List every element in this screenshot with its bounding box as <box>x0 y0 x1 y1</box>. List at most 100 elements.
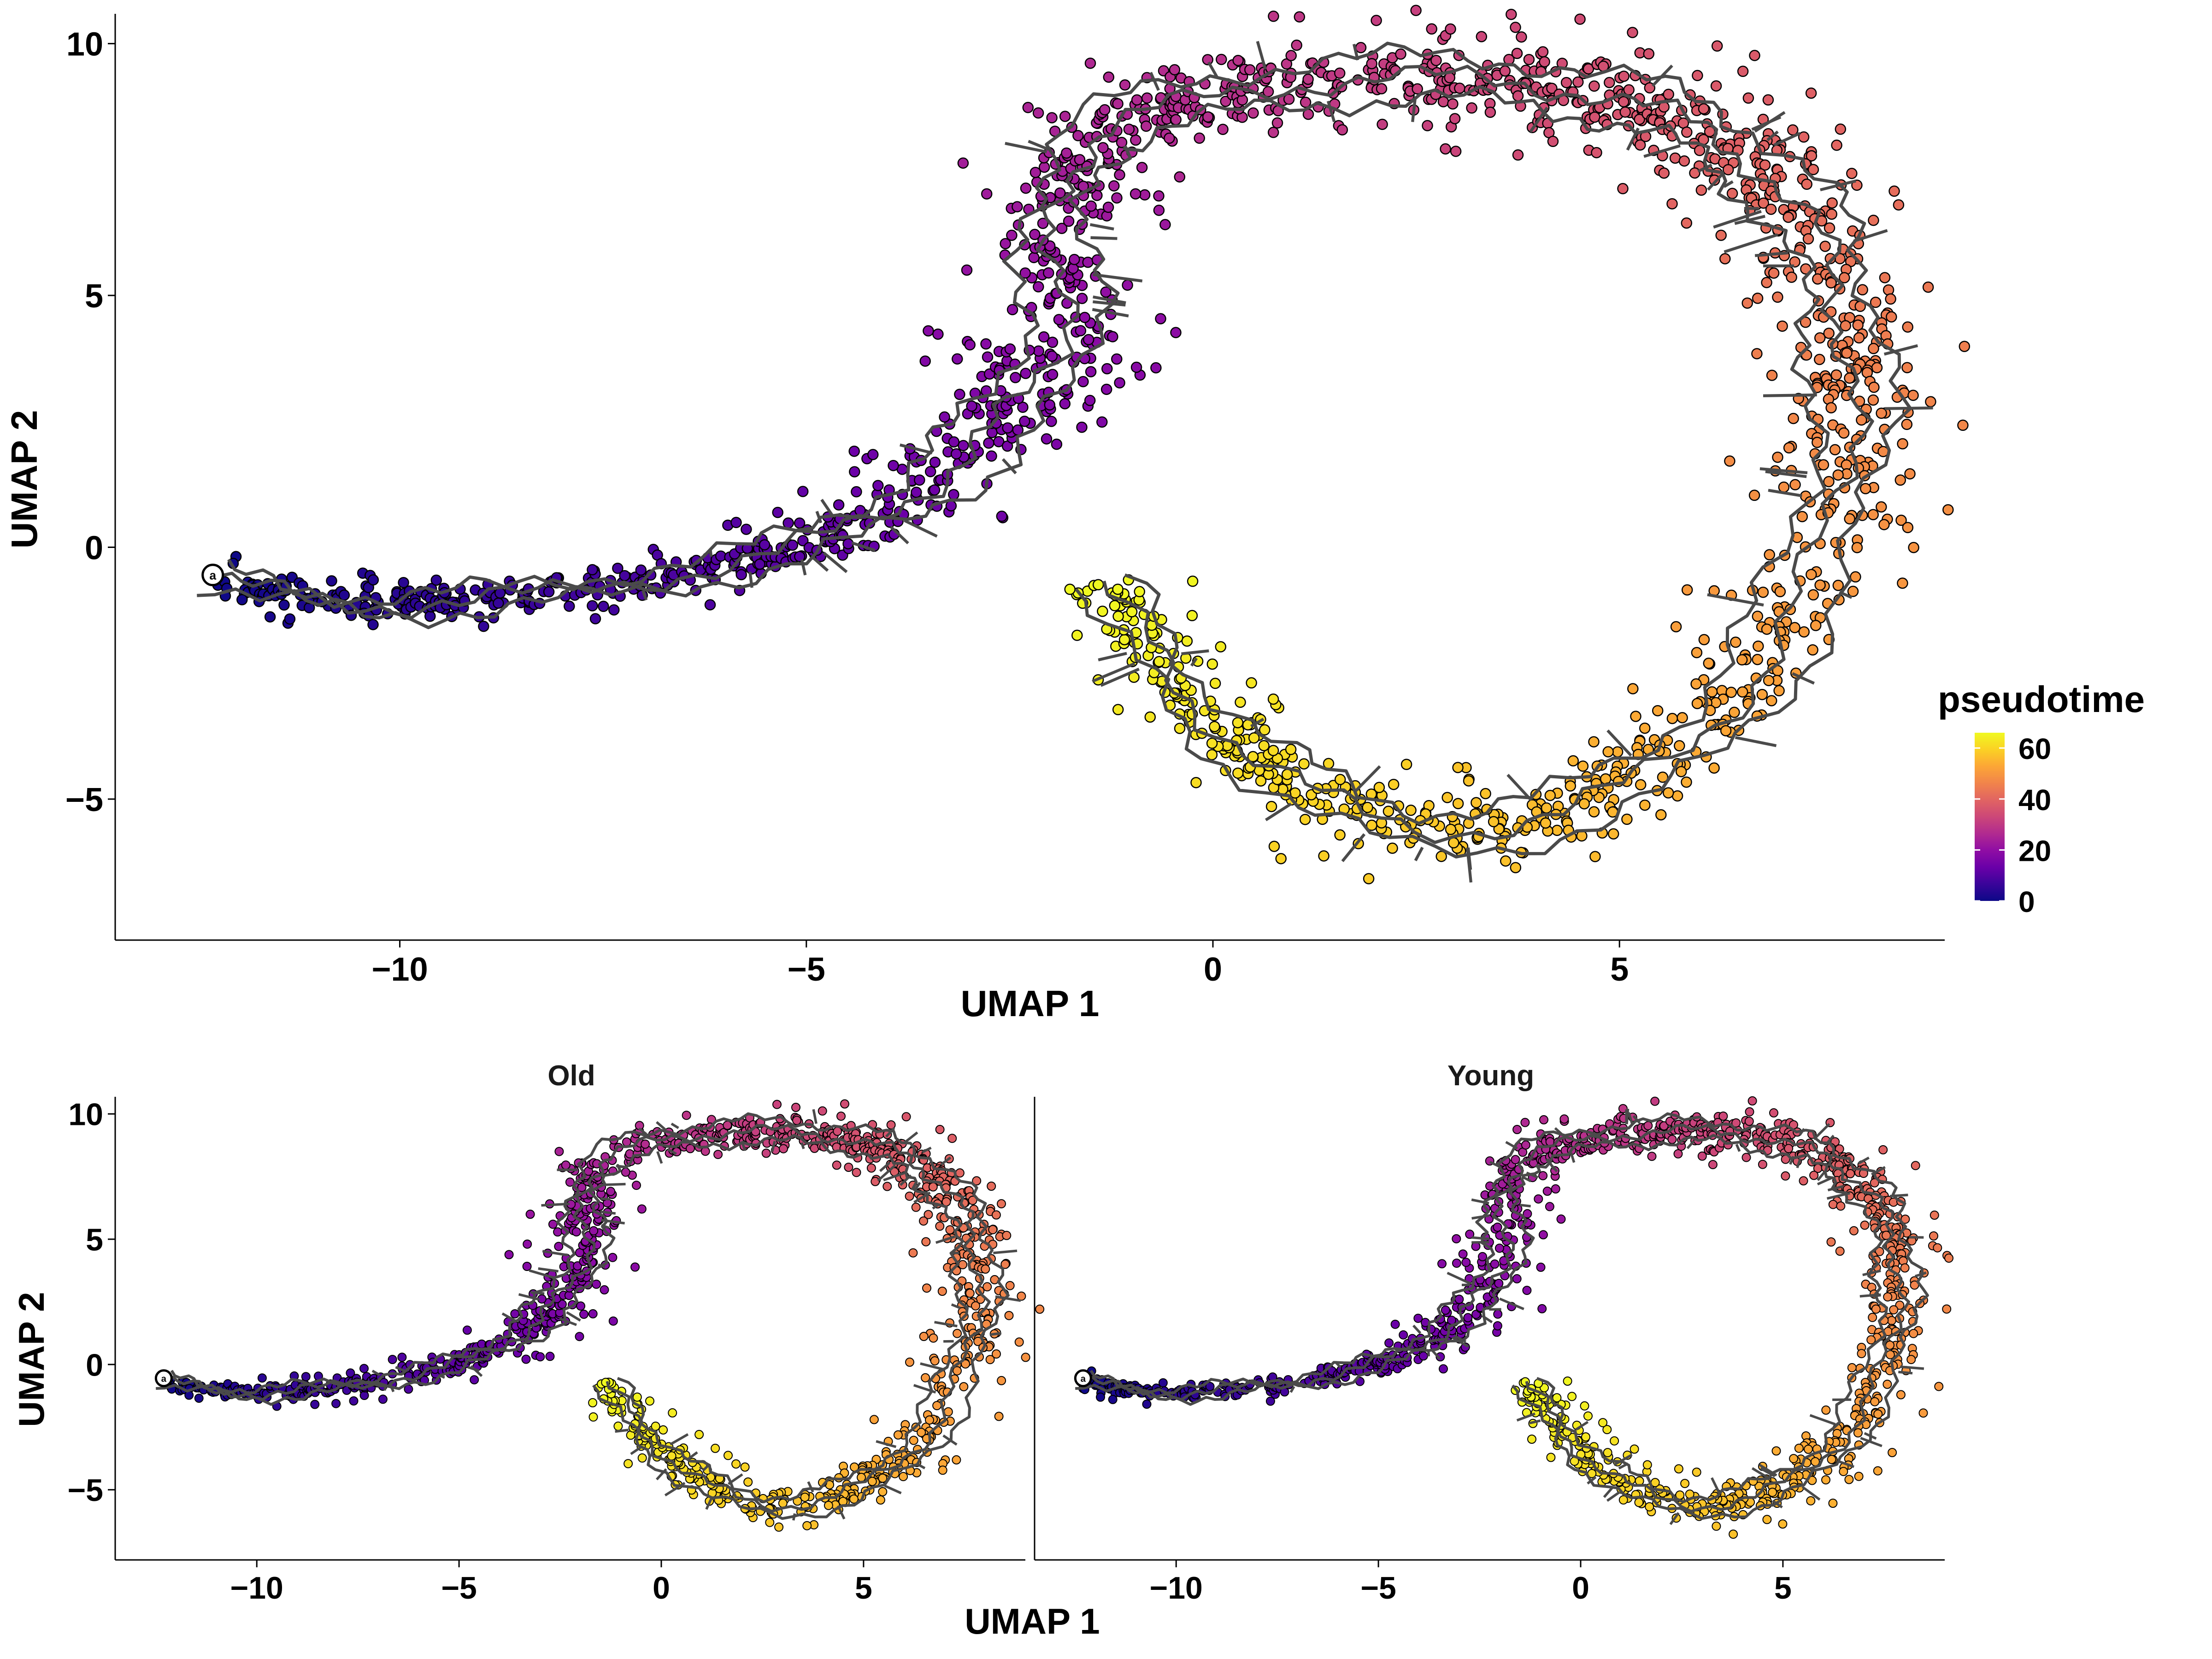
cell-point <box>935 1125 945 1134</box>
cell-point <box>1639 722 1651 734</box>
cell-point <box>523 1239 532 1249</box>
cell-point <box>1064 583 1076 595</box>
cell-point <box>981 188 993 200</box>
cell-point <box>1765 203 1777 215</box>
cell-point <box>553 1227 563 1237</box>
cell-point <box>367 619 379 630</box>
cell-point <box>1652 705 1664 717</box>
trajectory-branch <box>1898 1371 1913 1375</box>
cell-point <box>543 586 555 598</box>
cell-point <box>1384 1338 1394 1348</box>
cell-point <box>1835 1247 1845 1256</box>
cell-point <box>1607 828 1619 840</box>
cell-point <box>338 589 350 601</box>
cell-point <box>1100 383 1112 395</box>
cell-point <box>911 487 922 498</box>
cell-point <box>1741 1153 1751 1162</box>
cell-point <box>1097 142 1109 153</box>
cell-point <box>1826 208 1837 220</box>
cell-point <box>236 594 248 606</box>
cell-point <box>1051 438 1063 450</box>
cell-point <box>908 1248 918 1258</box>
cell-point <box>1878 519 1890 530</box>
cell-point <box>1077 376 1089 388</box>
cell-point <box>1355 42 1367 53</box>
cell-point <box>1930 1210 1939 1220</box>
cell-point <box>924 466 936 477</box>
cell-point <box>1764 549 1775 561</box>
cell-point <box>1267 127 1279 138</box>
cell-point <box>1079 312 1091 324</box>
cell-point <box>1112 704 1124 716</box>
cell-point <box>1710 80 1722 92</box>
cell-point <box>1857 284 1868 296</box>
cell-point <box>1209 721 1220 732</box>
cell-point <box>331 1399 341 1408</box>
cell-point <box>1798 626 1810 638</box>
cell-point <box>1902 321 1913 333</box>
trajectory-branch <box>884 1484 902 1494</box>
cell-point <box>1851 541 1863 553</box>
cell-point <box>1853 332 1865 344</box>
y-tick-label: 5 <box>85 278 103 315</box>
trajectory-branch <box>656 1151 663 1164</box>
cell-point <box>1499 65 1511 77</box>
cell-point <box>548 1219 558 1229</box>
cell-point <box>1041 433 1053 445</box>
trajectory-branch <box>602 1182 626 1186</box>
cell-point <box>1850 571 1861 583</box>
cell-point <box>1853 1428 1863 1438</box>
cell-point <box>1047 336 1059 348</box>
cell-point <box>996 511 1008 522</box>
cell-point <box>1395 48 1406 60</box>
trajectory-branch <box>383 1384 388 1391</box>
cell-point <box>740 1462 750 1472</box>
cell-point <box>1053 314 1065 325</box>
cell-point <box>921 1237 931 1247</box>
cell-point <box>1302 73 1314 85</box>
cell-point <box>1744 1117 1754 1126</box>
cell-point <box>1681 584 1693 596</box>
cell-point <box>1116 136 1128 148</box>
cell-point <box>1136 162 1148 173</box>
cell-point <box>1870 1397 1880 1406</box>
cell-point <box>1061 147 1072 159</box>
cell-point <box>1771 1446 1781 1456</box>
cell-point <box>1888 1448 1897 1457</box>
cell-point <box>1925 396 1936 407</box>
cell-point <box>588 1398 598 1407</box>
cell-point <box>1430 54 1442 66</box>
cell-point <box>1544 789 1556 801</box>
cell-point <box>981 1264 990 1274</box>
cell-point <box>1745 1107 1754 1117</box>
cell-point <box>470 1375 479 1385</box>
cell-point <box>1215 641 1227 653</box>
cell-point <box>1512 1274 1522 1283</box>
trajectory-branch <box>600 1197 611 1201</box>
cell-point <box>1441 1306 1450 1315</box>
cell-point <box>1097 606 1108 617</box>
cell-point <box>1894 474 1906 486</box>
x-tick-label: −10 <box>1150 1571 1203 1606</box>
cell-point <box>1715 229 1727 241</box>
cell-point <box>1004 343 1016 355</box>
cell-point <box>1005 1281 1015 1290</box>
cell-point <box>965 1288 975 1298</box>
cell-point <box>1476 31 1488 42</box>
cell-point <box>1445 824 1457 835</box>
trajectory-branch <box>1606 1491 1620 1502</box>
cell-point <box>1819 241 1831 252</box>
cell-point <box>1387 842 1398 854</box>
cell-point <box>1075 325 1087 336</box>
cell-point <box>1334 829 1346 841</box>
cell-point <box>730 517 742 529</box>
cell-point <box>1959 341 1971 352</box>
cell-point <box>1422 120 1433 131</box>
cell-point <box>1909 1329 1918 1338</box>
cell-point <box>929 456 941 468</box>
cell-point <box>1144 711 1156 723</box>
cell-point <box>1726 188 1738 200</box>
facet-title-young: Young <box>1447 1060 1534 1092</box>
cell-point <box>1452 798 1464 809</box>
cell-point <box>1804 1444 1813 1454</box>
